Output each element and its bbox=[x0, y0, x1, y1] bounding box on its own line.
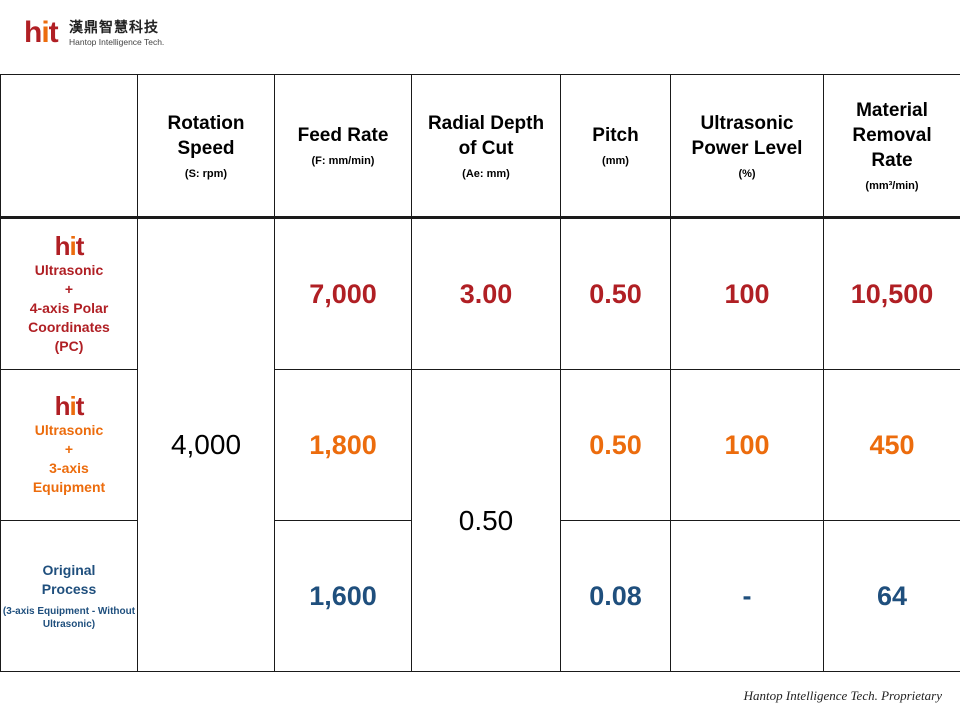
row-label-original-process: Original Process (3-axis Equipment - Wit… bbox=[0, 520, 138, 672]
header-unit: (S: rpm) bbox=[184, 167, 228, 180]
row-label-line: (PC) bbox=[54, 337, 84, 354]
row-label-line: + bbox=[64, 441, 74, 457]
pitch-value: 0.50 bbox=[589, 278, 642, 309]
pitch-value: 0.50 bbox=[589, 429, 642, 460]
feed-rate-cell: 1,800 bbox=[274, 369, 412, 521]
row-label-line: Process bbox=[41, 581, 97, 597]
header-main: Material Removal Rate bbox=[852, 100, 932, 171]
header-unit: (mm) bbox=[602, 155, 629, 167]
header-rotation-speed: Rotation Speed (S: rpm) bbox=[137, 74, 275, 219]
radial-depth-cell: 3.00 bbox=[411, 217, 561, 370]
header-unit: (Ae: mm) bbox=[462, 167, 510, 180]
table-row-original-process: Original Process (3-axis Equipment - Wit… bbox=[0, 520, 960, 672]
header-unit: (F: mm/min) bbox=[311, 155, 375, 167]
feed-rate-cell: 7,000 bbox=[274, 217, 412, 370]
row-label-line: Original bbox=[42, 562, 96, 578]
hit-logo-icon: hit bbox=[54, 230, 85, 261]
row-label-line: + bbox=[64, 280, 74, 297]
ultrasonic-power-value: 100 bbox=[724, 278, 770, 309]
header-removal-rate: Material Removal Rate (mm³/min) bbox=[823, 74, 960, 219]
radial-depth-value: 3.00 bbox=[459, 278, 513, 309]
ultrasonic-power-value: 100 bbox=[724, 429, 770, 460]
row-label-line: Ultrasonic bbox=[34, 261, 104, 278]
pitch-cell: 0.08 bbox=[560, 520, 671, 672]
radial-depth-shared-cell: 0.50 bbox=[411, 369, 561, 672]
hit-logo-t: t bbox=[48, 16, 59, 49]
header-main: Rotation Speed bbox=[167, 112, 245, 159]
row-label-note: (3-axis Equipment - Without Ultrasonic) bbox=[2, 606, 136, 630]
pitch-cell: 0.50 bbox=[560, 217, 671, 370]
header-empty-cell bbox=[0, 74, 138, 219]
company-name-en: Hantop Intelligence Tech. bbox=[69, 37, 165, 47]
company-name: 漢鼎智慧科技 Hantop Intelligence Tech. bbox=[69, 20, 164, 47]
pitch-value: 0.08 bbox=[589, 580, 642, 611]
pitch-cell: 0.50 bbox=[560, 369, 671, 521]
ultrasonic-power-value: - bbox=[742, 580, 752, 611]
row-label-line: Ultrasonic bbox=[34, 422, 104, 438]
header-feed-rate: Feed Rate (F: mm/min) bbox=[274, 74, 412, 219]
ultrasonic-power-cell: - bbox=[670, 520, 824, 672]
feed-rate-value: 1,600 bbox=[309, 580, 377, 611]
hit-logo-icon: hit bbox=[54, 391, 85, 421]
removal-rate-value: 450 bbox=[869, 429, 915, 460]
header-main: Radial Depth of Cut bbox=[427, 112, 545, 159]
row-label-line: 3-axis bbox=[49, 460, 89, 476]
header-radial-depth: Radial Depth of Cut (Ae: mm) bbox=[411, 74, 561, 219]
header-unit: (%) bbox=[738, 167, 756, 180]
table-row-ultrasonic-4axis: hit Ultrasonic + 4-axis Polar Coordinate… bbox=[0, 217, 960, 672]
ultrasonic-power-cell: 100 bbox=[670, 369, 824, 521]
removal-rate-cell: 450 bbox=[823, 369, 960, 521]
hit-logo-mark: hit bbox=[24, 16, 59, 49]
header-main: Pitch bbox=[592, 125, 639, 146]
row-label-line: Equipment bbox=[32, 479, 106, 495]
row-label-ultrasonic-4axis: hit Ultrasonic + 4-axis Polar Coordinate… bbox=[0, 217, 138, 370]
header-pitch: Pitch (mm) bbox=[560, 74, 671, 219]
header-row: Rotation Speed (S: rpm) Feed Rate (F: mm… bbox=[0, 74, 960, 219]
rotation-speed-value: 4,000 bbox=[170, 429, 242, 460]
radial-depth-shared-value: 0.50 bbox=[458, 504, 514, 536]
header-main: Feed Rate bbox=[297, 125, 389, 146]
company-name-cn: 漢鼎智慧科技 bbox=[69, 20, 159, 36]
removal-rate-value: 10,500 bbox=[850, 278, 934, 309]
removal-rate-cell: 64 bbox=[823, 520, 960, 672]
hit-logo-h: h bbox=[24, 16, 42, 49]
table-row-ultrasonic-3axis: hit Ultrasonic + 3-axis Equipment 1,800 … bbox=[0, 369, 960, 672]
header-unit: (mm³/min) bbox=[865, 180, 919, 192]
feed-rate-value: 1,800 bbox=[309, 429, 377, 460]
rotation-speed-cell: 4,000 bbox=[137, 217, 275, 672]
ultrasonic-power-cell: 100 bbox=[670, 217, 824, 370]
proprietary-footer: Hantop Intelligence Tech. Proprietary bbox=[743, 688, 942, 703]
header-main: Ultrasonic Power Level bbox=[691, 112, 803, 159]
comparison-table: Rotation Speed (S: rpm) Feed Rate (F: mm… bbox=[0, 74, 960, 672]
row-label-ultrasonic-3axis: hit Ultrasonic + 3-axis Equipment bbox=[0, 369, 138, 521]
feed-rate-cell: 1,600 bbox=[274, 520, 412, 672]
removal-rate-cell: 10,500 bbox=[823, 217, 960, 370]
row-label-line: Coordinates bbox=[28, 318, 110, 335]
row-label-line: 4-axis Polar bbox=[29, 299, 109, 316]
removal-rate-value: 64 bbox=[876, 580, 908, 611]
feed-rate-value: 7,000 bbox=[309, 278, 377, 309]
header-ultrasonic-power: Ultrasonic Power Level (%) bbox=[670, 74, 824, 219]
hit-logo-i: i bbox=[41, 16, 49, 49]
